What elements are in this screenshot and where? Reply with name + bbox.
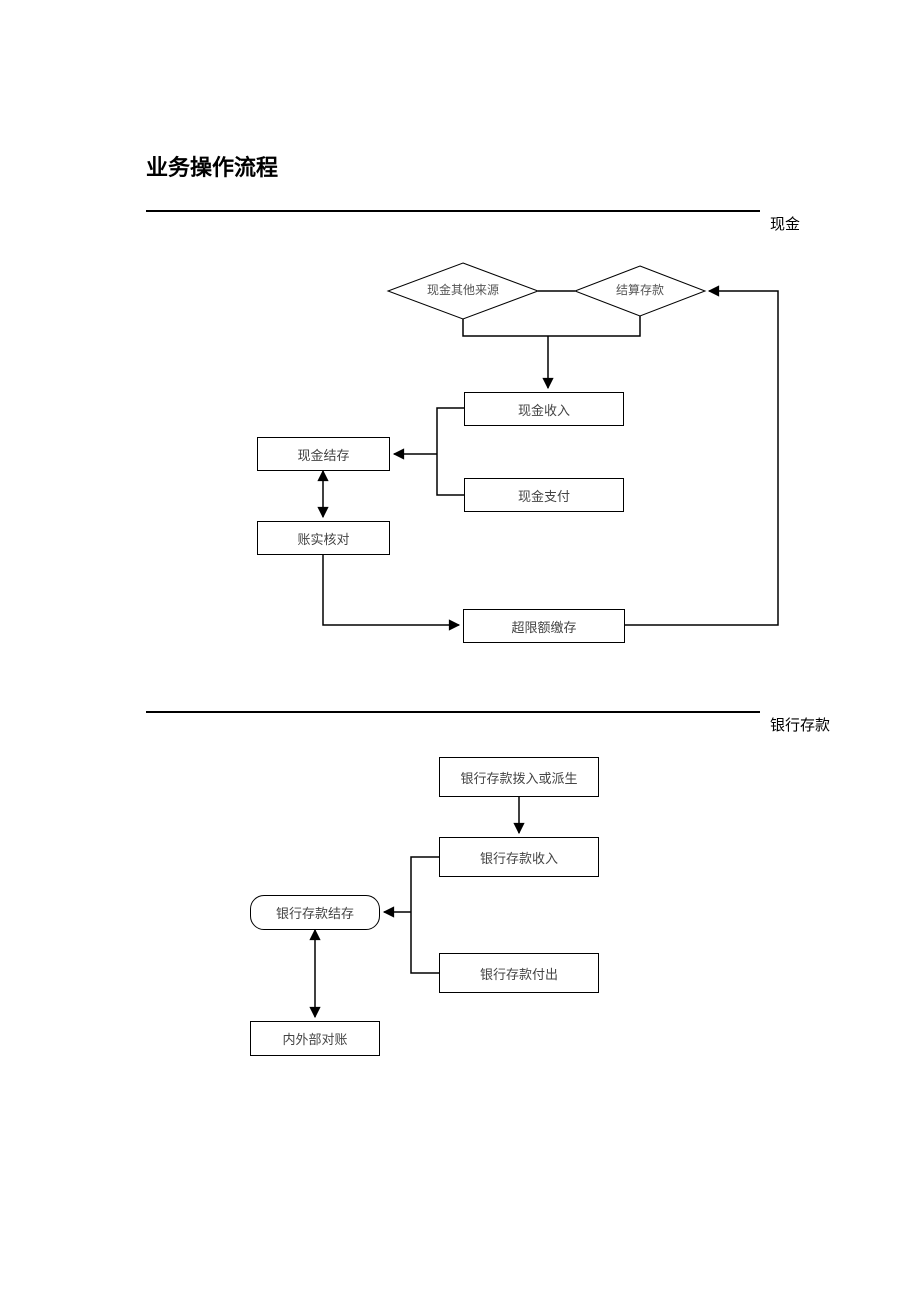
node-label: 银行存款收入 (480, 848, 558, 867)
node-cash-check: 账实核对 (257, 521, 390, 555)
node-label: 超限额缴存 (511, 617, 576, 636)
section-rule-bank (146, 711, 760, 713)
node-label: 现金收入 (518, 400, 570, 419)
edge (437, 408, 464, 495)
node-bank-reconcile: 内外部对账 (250, 1021, 380, 1056)
edge (625, 291, 778, 625)
node-label: 银行存款付出 (480, 964, 558, 983)
node-label: 银行存款结存 (276, 903, 354, 922)
node-cash-income: 现金收入 (464, 392, 624, 426)
node-label: 账实核对 (297, 529, 349, 548)
node-cash-balance: 现金结存 (257, 437, 390, 471)
edge (323, 555, 459, 625)
page-canvas: 业务操作流程 现金 银行存款 现金其他来源 结算存款 (0, 0, 920, 1302)
node-cash-payout: 现金支付 (464, 478, 624, 512)
node-bank-payout: 银行存款付出 (439, 953, 599, 993)
node-label: 银行存款拨入或派生 (460, 768, 577, 787)
node-bank-balance: 银行存款结存 (250, 895, 380, 930)
node-label: 现金结存 (297, 445, 349, 464)
edge (463, 316, 640, 336)
node-label: 内外部对账 (282, 1029, 347, 1048)
node-label: 现金其他来源 (427, 282, 499, 297)
node-cash-other-source: 现金其他来源 (388, 263, 538, 319)
cash-flow-svg: 现金其他来源 结算存款 (0, 0, 920, 700)
edge (411, 857, 439, 973)
node-label: 结算存款 (616, 282, 664, 297)
node-bank-income: 银行存款收入 (439, 837, 599, 877)
node-bank-source: 银行存款拨入或派生 (439, 757, 599, 797)
section-label-bank: 银行存款 (770, 714, 830, 735)
node-settle-deposit: 结算存款 (575, 266, 705, 316)
node-overlimit-deposit: 超限额缴存 (463, 609, 625, 643)
node-label: 现金支付 (518, 486, 570, 505)
